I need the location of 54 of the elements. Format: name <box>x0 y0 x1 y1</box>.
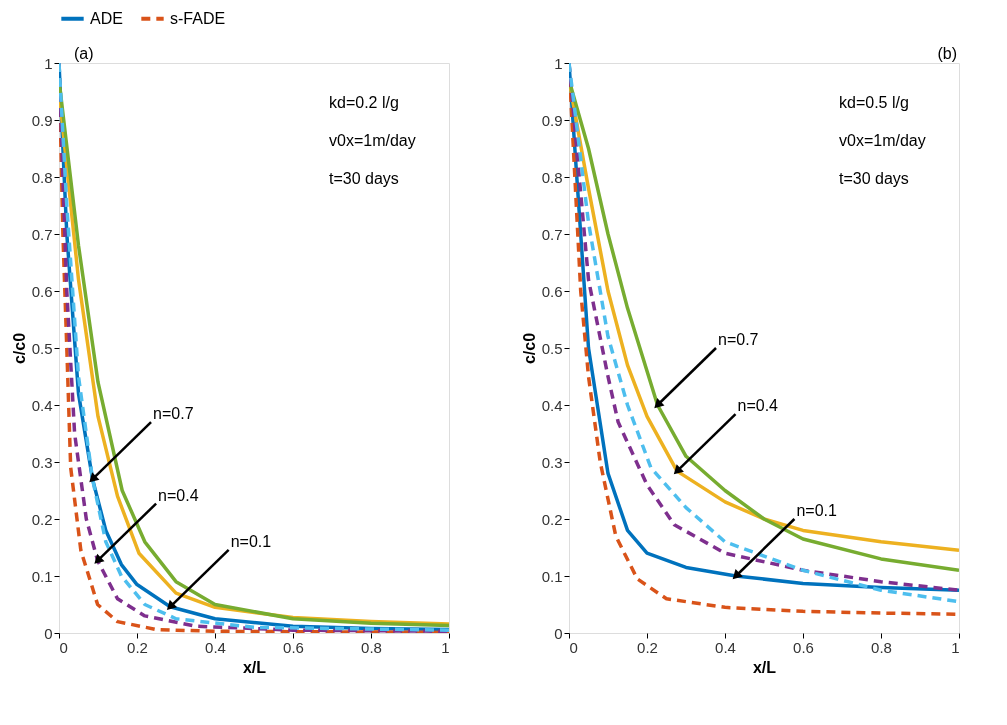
y-tick-label: 0.7 <box>31 225 53 243</box>
y-tick-label: 0.4 <box>31 396 53 414</box>
y-tick-label: 0.1 <box>31 567 53 585</box>
text: (b) <box>937 45 957 62</box>
y-tick-label: 0 <box>554 624 563 642</box>
y-tick-label: 1 <box>554 54 563 72</box>
legend-label: s-FADE <box>170 9 226 27</box>
y-tick-label: 0.9 <box>31 111 53 129</box>
x-tick-label: 0.6 <box>283 638 304 656</box>
annotation: kd=0.5 l/g <box>839 94 909 111</box>
y-tick-label: 1 <box>44 54 53 72</box>
x-tick-label: 0.4 <box>205 638 226 656</box>
legend-label: ADE <box>90 9 123 27</box>
y-tick-label: 0.8 <box>541 168 563 186</box>
y-tick-label: 0.4 <box>541 396 563 414</box>
x-tick-label: 1 <box>441 638 450 656</box>
x-tick-label: 0.8 <box>871 638 892 656</box>
y-tick-label: 0.3 <box>541 453 563 471</box>
annotation: t=30 days <box>329 170 399 187</box>
x-axis-title: x/L <box>752 658 777 676</box>
y-tick-label: 0.2 <box>541 510 563 528</box>
x-tick-label: 0 <box>569 638 578 656</box>
text: (a) <box>74 45 94 62</box>
y-tick-label: 0.7 <box>541 225 563 243</box>
x-tick-label: 0.4 <box>715 638 736 656</box>
annotation: n=0.4 <box>737 397 779 415</box>
annotation: t=30 days <box>839 170 909 187</box>
x-tick-label: 0.8 <box>361 638 382 656</box>
annotation: n=0.4 <box>158 486 199 504</box>
annotation: n=0.7 <box>153 405 194 423</box>
annotation: n=0.1 <box>796 502 838 519</box>
y-tick-label: 0.8 <box>31 168 53 186</box>
x-tick-label: 1 <box>951 638 960 656</box>
annotation: n=0.1 <box>230 532 272 550</box>
annotation: v0x=1m/day <box>329 132 416 149</box>
x-axis-title: x/L <box>242 658 267 676</box>
y-axis-title: c/c0 <box>520 332 538 365</box>
x-tick-label: 0 <box>59 638 68 656</box>
y-tick-label: 0.2 <box>31 510 53 528</box>
y-tick-label: 0.5 <box>31 339 53 357</box>
y-tick-label: 0.5 <box>541 339 563 357</box>
x-tick-label: 0.2 <box>127 638 148 656</box>
x-tick-label: 0.6 <box>793 638 814 656</box>
y-tick-label: 0.1 <box>541 567 563 585</box>
y-tick-label: 0.6 <box>31 282 53 300</box>
annotation: v0x=1m/day <box>839 132 926 149</box>
y-tick-label: 0 <box>44 624 53 642</box>
y-tick-label: 0.3 <box>31 453 53 471</box>
y-tick-label: 0.9 <box>541 111 563 129</box>
annotation: kd=0.2 l/g <box>329 94 399 111</box>
annotation: n=0.7 <box>718 331 759 348</box>
y-axis-title: c/c0 <box>10 332 28 365</box>
y-tick-label: 0.6 <box>541 282 563 300</box>
x-tick-label: 0.2 <box>637 638 658 656</box>
